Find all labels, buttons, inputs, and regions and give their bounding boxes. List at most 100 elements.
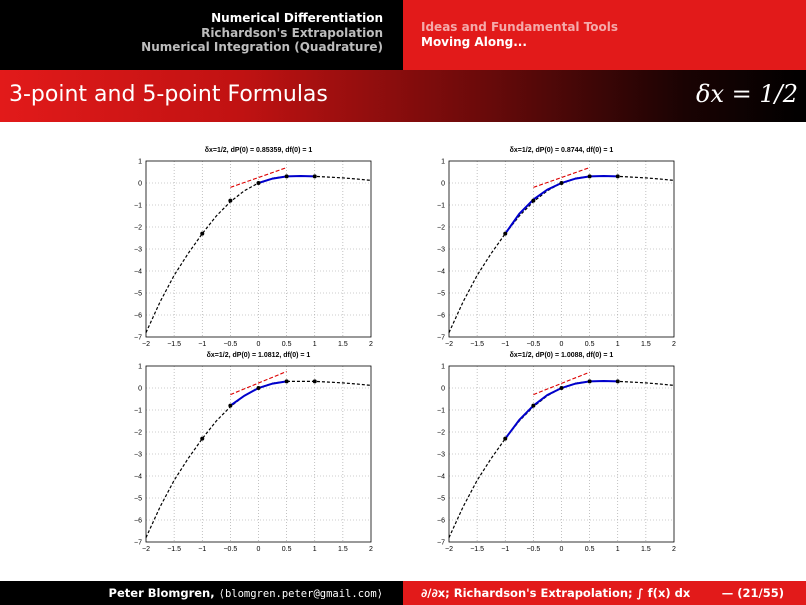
chart-title: δx=1/2, dP(0) = 1.0812, df(0) = 1 [207, 352, 311, 359]
x-tick-label: 2 [672, 546, 676, 553]
chart-4: −2 −1.5 −1 −0.5 0 0.5 1 1.5 2 1 0 −1 −2 −3 −4 −5 −6 −7 δx=… [437, 352, 676, 553]
y-tick-label: −6 [437, 313, 445, 320]
y-tick-label: −5 [437, 291, 445, 298]
y-tick-label: 1 [441, 159, 445, 166]
x-tick-label: 2 [672, 341, 676, 348]
y-tick-label: −1 [437, 408, 445, 415]
x-tick-label: 2 [369, 546, 373, 553]
x-tick-label: −1 [501, 546, 509, 553]
x-tick-label: 1.5 [338, 546, 348, 553]
data-point [312, 379, 317, 384]
x-tick-label: 0 [560, 341, 564, 348]
x-tick-label: −0.5 [526, 341, 540, 348]
y-tick-label: −4 [134, 269, 142, 276]
x-tick-label: 1 [313, 546, 317, 553]
plot-frame [145, 365, 372, 543]
x-tick-label: 2 [369, 341, 373, 348]
y-tick-label: −3 [437, 452, 445, 459]
y-tick-label: 1 [441, 364, 445, 371]
x-tick-label: −0.5 [223, 341, 237, 348]
data-point [228, 403, 233, 408]
nav-item-numerical-differentiation[interactable]: Numerical Differentiation [211, 11, 383, 25]
y-tick-label: −1 [134, 408, 142, 415]
y-tick-label: −3 [437, 247, 445, 254]
data-point [503, 231, 508, 236]
y-tick-label: −4 [437, 269, 445, 276]
data-point [559, 181, 564, 185]
data-point [587, 379, 592, 384]
y-tick-label: −7 [134, 335, 142, 342]
data-point [615, 379, 620, 384]
data-point [503, 436, 508, 441]
y-tick-label: −7 [437, 540, 445, 547]
data-point [312, 174, 317, 179]
y-tick-label: −5 [134, 496, 142, 503]
y-tick-label: −1 [134, 203, 142, 210]
tangent-line [533, 371, 590, 396]
chart-title: δx=1/2, dP(0) = 0.8744, df(0) = 1 [510, 147, 614, 154]
y-tick-label: −6 [437, 518, 445, 525]
tangent-line [533, 167, 590, 188]
y-tick-label: −2 [437, 430, 445, 437]
chart-3: −2 −1.5 −1 −0.5 0 0.5 1 1.5 2 1 0 −1 −2 −3 −4 −5 −6 −7 δx=… [134, 352, 373, 553]
section-nav: Numerical Differentiation Richardson's E… [141, 11, 383, 55]
data-point [200, 436, 205, 441]
data-point [256, 386, 261, 390]
x-tick-label: −0.5 [526, 546, 540, 553]
footer-email: ⟨blomgren.peter@gmail.com⟩ [218, 588, 383, 600]
x-tick-label: −2 [445, 341, 453, 348]
x-tick-label: −1 [198, 546, 206, 553]
data-point [284, 174, 289, 179]
chart-title: δx=1/2, dP(0) = 1.0088, df(0) = 1 [510, 352, 614, 359]
y-tick-label: −6 [134, 313, 142, 320]
x-tick-label: 0 [257, 341, 261, 348]
x-tick-label: 0 [560, 546, 564, 553]
nav-item-ideas-tools[interactable]: Ideas and Fundamental Tools [421, 20, 619, 34]
data-point [228, 198, 233, 203]
x-tick-label: 1 [616, 341, 620, 348]
data-point [284, 379, 289, 384]
y-tick-label: −2 [437, 225, 445, 232]
footer-left: Peter Blomgren, ⟨blomgren.peter@gmail.co… [0, 581, 403, 605]
y-tick-label: 0 [441, 386, 445, 393]
slide-title: 3-point and 5-point Formulas [9, 82, 328, 107]
y-tick-label: −7 [437, 335, 445, 342]
slide-title-formula: δx = 1/2 [696, 80, 798, 108]
x-tick-label: −0.5 [223, 546, 237, 553]
y-tick-label: −2 [134, 225, 142, 232]
footer-topic: ∂/∂x; Richardson's Extrapolation; ∫ f(x)… [421, 586, 691, 600]
x-tick-label: 1.5 [338, 341, 348, 348]
y-tick-label: 0 [441, 181, 445, 188]
y-tick-label: 0 [138, 181, 142, 188]
plot-frame [448, 365, 675, 543]
x-tick-label: −1.5 [167, 341, 181, 348]
nav-item-richardson[interactable]: Richardson's Extrapolation [201, 25, 383, 40]
x-tick-label: 0.5 [282, 546, 292, 553]
data-point [615, 174, 620, 179]
y-tick-label: −3 [134, 452, 142, 459]
nav-item-moving-along[interactable]: Moving Along... [421, 34, 527, 49]
y-tick-label: −5 [134, 291, 142, 298]
y-tick-label: −4 [437, 474, 445, 481]
x-tick-label: −1.5 [470, 546, 484, 553]
footer-author-line: Peter Blomgren, ⟨blomgren.peter@gmail.co… [109, 586, 383, 600]
y-tick-label: −2 [134, 430, 142, 437]
footer-right: ∂/∂x; Richardson's Extrapolation; ∫ f(x)… [403, 581, 806, 605]
x-tick-label: 0 [257, 546, 261, 553]
nav-item-numerical-integration[interactable]: Numerical Integration (Quadrature) [141, 40, 383, 54]
x-tick-label: 1 [616, 546, 620, 553]
data-point [200, 231, 205, 236]
data-point [256, 181, 261, 185]
x-tick-label: 1.5 [641, 546, 651, 553]
y-tick-label: −7 [134, 540, 142, 547]
data-point [587, 174, 592, 179]
y-tick-label: 0 [138, 386, 142, 393]
data-point [531, 403, 536, 408]
y-tick-label: −3 [134, 247, 142, 254]
footer-page-number: — (21/55) [721, 586, 784, 600]
x-tick-label: 1.5 [641, 341, 651, 348]
x-tick-label: 0.5 [282, 341, 292, 348]
chart-title: δx=1/2, dP(0) = 0.85359, df(0) = 1 [205, 147, 313, 154]
header-nav-left: Numerical Differentiation Richardson's E… [0, 0, 403, 70]
